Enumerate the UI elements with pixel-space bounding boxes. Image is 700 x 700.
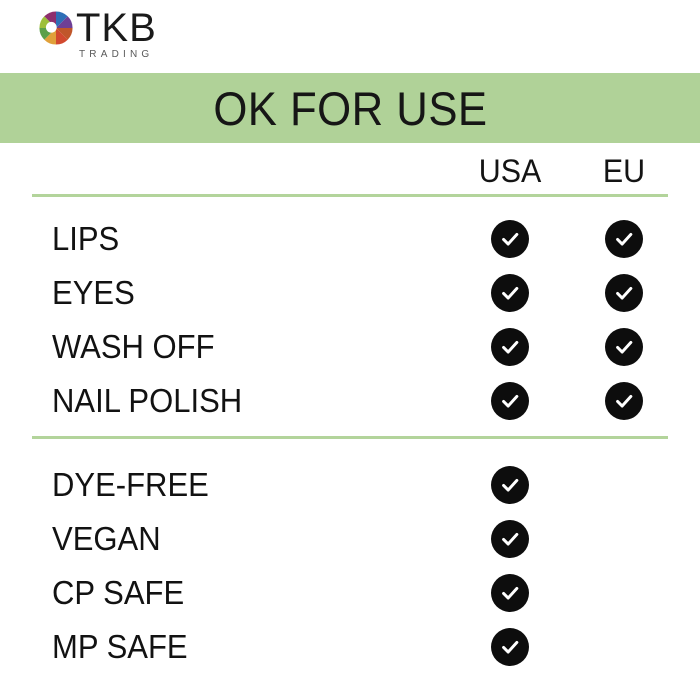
page-title: OK FOR USE	[212, 81, 488, 135]
brand-tagline: TRADING	[79, 49, 154, 60]
cell-eu	[566, 458, 682, 512]
check-circle-icon	[491, 382, 529, 420]
check-circle-icon	[605, 274, 643, 312]
table-row: MP SAFE	[0, 620, 700, 674]
cell-eu	[566, 212, 682, 266]
row-label: WASH OFF	[52, 328, 215, 365]
row-label: EYES	[52, 274, 135, 311]
brand-name: TKB	[76, 6, 157, 50]
cell-usa	[452, 620, 568, 674]
cell-usa	[452, 458, 568, 512]
cell-eu	[566, 566, 682, 620]
cell-eu	[566, 620, 682, 674]
row-label: DYE-FREE	[52, 466, 209, 503]
check-circle-icon	[491, 520, 529, 558]
cell-eu	[566, 512, 682, 566]
table-row: DYE-FREE	[0, 458, 700, 512]
check-circle-icon	[605, 328, 643, 366]
check-circle-icon	[491, 274, 529, 312]
row-label: NAIL POLISH	[52, 382, 243, 419]
cell-eu	[566, 320, 682, 374]
cell-usa	[452, 566, 568, 620]
column-headers: USA EU	[0, 152, 700, 192]
cell-eu	[566, 266, 682, 320]
table-row: VEGAN	[0, 512, 700, 566]
table-row: EYES	[0, 266, 700, 320]
cell-usa	[452, 512, 568, 566]
cell-eu	[566, 374, 682, 428]
cell-usa	[452, 212, 568, 266]
check-circle-icon	[491, 328, 529, 366]
check-circle-icon	[491, 628, 529, 666]
check-circle-icon	[605, 382, 643, 420]
cell-usa	[452, 266, 568, 320]
row-label: CP SAFE	[52, 574, 185, 611]
row-label: VEGAN	[52, 520, 161, 557]
brand-logo: TKB TRADING	[38, 8, 157, 68]
row-label: LIPS	[52, 220, 120, 257]
cell-usa	[452, 374, 568, 428]
table-row: NAIL POLISH	[0, 374, 700, 428]
header-banner: OK FOR USE	[0, 73, 700, 143]
table-row: WASH OFF	[0, 320, 700, 374]
cell-usa	[452, 320, 568, 374]
row-label: MP SAFE	[52, 628, 188, 665]
column-header-eu: EU	[602, 153, 646, 189]
divider-top	[32, 194, 668, 197]
table-row: LIPS	[0, 212, 700, 266]
divider-middle	[32, 436, 668, 439]
color-wheel-icon	[39, 11, 73, 45]
check-circle-icon	[491, 220, 529, 258]
column-header-usa: USA	[478, 153, 542, 189]
check-circle-icon	[491, 466, 529, 504]
table-row: CP SAFE	[0, 566, 700, 620]
check-circle-icon	[605, 220, 643, 258]
check-circle-icon	[491, 574, 529, 612]
